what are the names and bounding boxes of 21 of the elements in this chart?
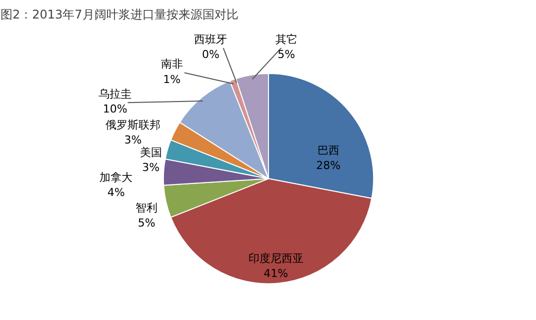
data-label: 5% — [278, 48, 296, 62]
slice-label: 俄罗斯联邦 — [105, 118, 160, 132]
slice-label: 智利 — [136, 202, 158, 215]
data-label: 5% — [138, 216, 156, 230]
slice-label: 其它 — [275, 33, 298, 46]
slice-label: 印度尼西亚 — [248, 252, 304, 265]
data-label: 3% — [142, 161, 160, 174]
text: 0% — [202, 48, 220, 62]
data-label: 3% — [124, 133, 142, 146]
slice-label: 乌拉圭 — [98, 88, 132, 101]
slice-label: 美国 — [140, 146, 162, 160]
data-label: 1% — [163, 72, 181, 86]
data-label: 10% — [102, 102, 128, 116]
slice-label: 巴西 — [317, 144, 340, 158]
data-label: 28% — [316, 159, 341, 172]
data-label: 4% — [107, 186, 125, 199]
data-label: 41% — [264, 267, 288, 280]
chart-title: 图2：2013年7月阔叶浆进口量按来源国对比 — [0, 8, 238, 22]
category-label: 西班牙 — [194, 33, 228, 46]
slice-label: 南非 — [160, 58, 183, 71]
slice-label: 加拿大 — [100, 170, 133, 184]
